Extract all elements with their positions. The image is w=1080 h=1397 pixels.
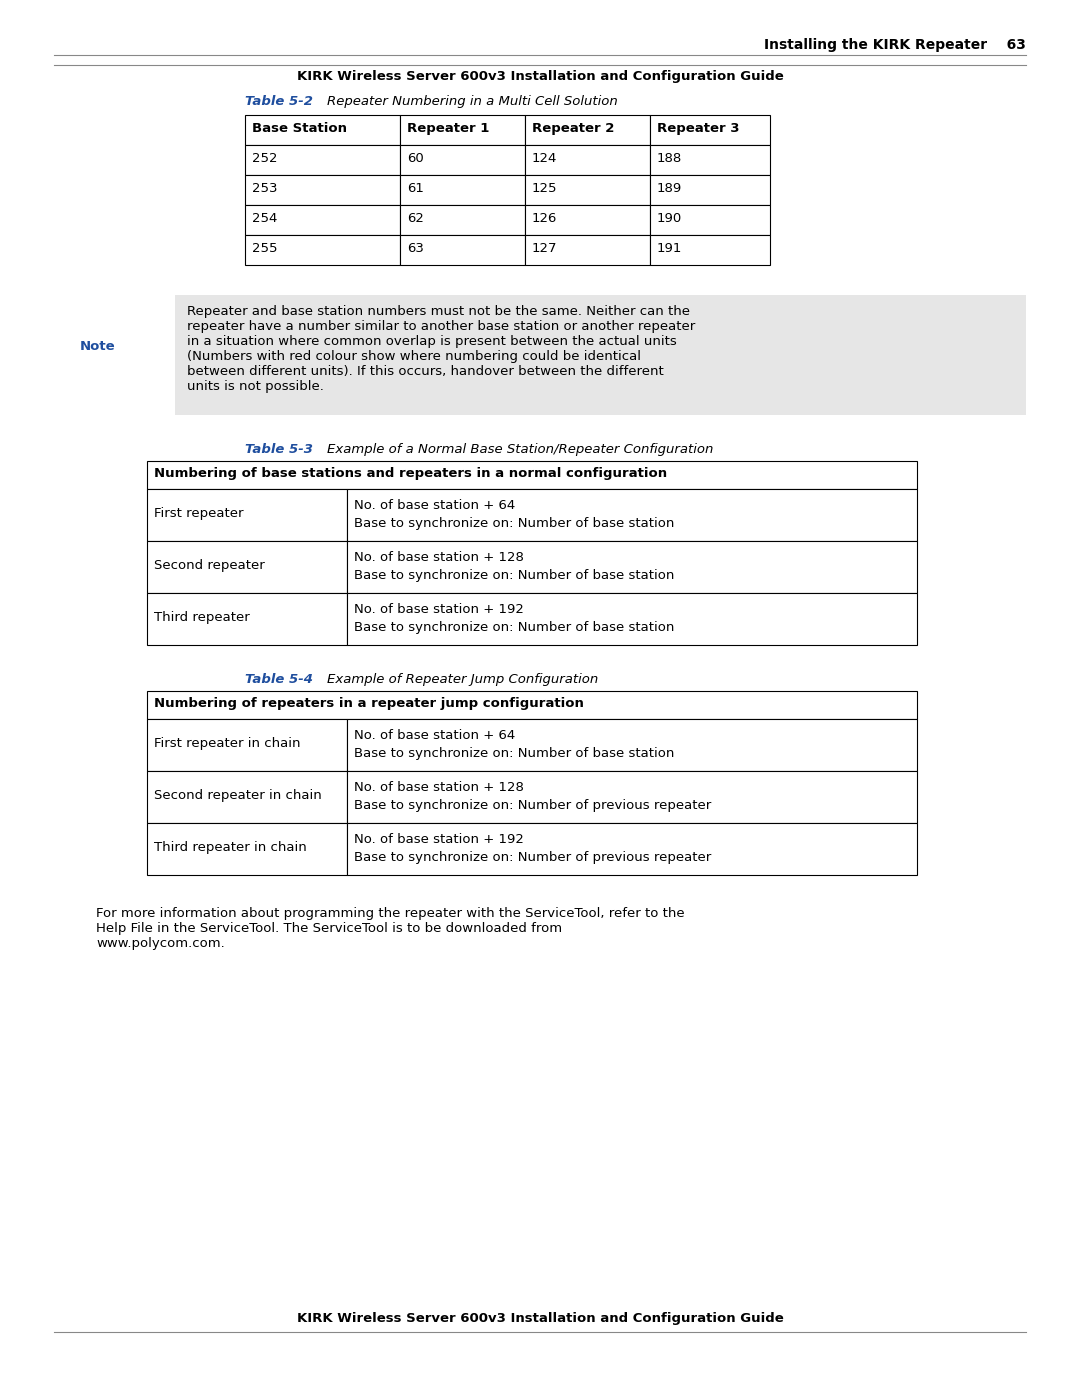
Text: Repeater 3: Repeater 3 [657,122,740,136]
Text: Repeater 1: Repeater 1 [407,122,489,136]
Text: 188: 188 [657,152,683,165]
Text: KIRK Wireless Server 600v3 Installation and Configuration Guide: KIRK Wireless Server 600v3 Installation … [297,1312,783,1324]
Bar [347,823,917,875]
Bar [650,115,770,145]
Text: Base to synchronize on: Number of base station: Base to synchronize on: Number of base s… [354,747,674,760]
Text: Numbering of base stations and repeaters in a normal configuration: Numbering of base stations and repeaters… [154,467,667,481]
Text: Repeater and base station numbers must not be the same. Neither can the
repeater: Repeater and base station numbers must n… [187,305,696,393]
Text: 189: 189 [657,182,683,196]
Bar [175,295,1026,415]
Text: Installing the KIRK Repeater    63: Installing the KIRK Repeater 63 [765,38,1026,52]
Bar [400,115,525,145]
Bar [147,489,347,541]
Text: 60: 60 [407,152,423,165]
Bar [347,541,917,592]
Bar [400,205,525,235]
Text: First repeater: First repeater [154,507,243,521]
Text: Repeater 2: Repeater 2 [532,122,615,136]
Text: No. of base station + 128: No. of base station + 128 [354,781,524,793]
Text: 62: 62 [407,212,423,225]
Bar [347,592,917,645]
Bar [525,145,650,175]
Bar [147,823,347,875]
Text: Third repeater: Third repeater [154,612,249,624]
Text: Base to synchronize on: Number of base station: Base to synchronize on: Number of base s… [354,517,674,529]
Text: No. of base station + 128: No. of base station + 128 [354,550,524,564]
Text: KIRK Wireless Server 600v3 Installation and Configuration Guide: KIRK Wireless Server 600v3 Installation … [297,70,783,82]
Text: Base Station: Base Station [252,122,347,136]
Bar [400,235,525,265]
Text: No. of base station + 192: No. of base station + 192 [354,833,524,847]
Text: Table 5-2: Table 5-2 [245,95,313,108]
Bar [650,175,770,205]
Text: Note: Note [80,339,116,353]
Bar [525,175,650,205]
Text: Table 5-3: Table 5-3 [245,443,313,455]
Text: For more information about programming the repeater with the ServiceTool, refer : For more information about programming t… [96,907,685,950]
Text: 191: 191 [657,242,683,256]
Bar [400,145,525,175]
Text: 252: 252 [252,152,278,165]
Bar [650,205,770,235]
Text: Second repeater in chain: Second repeater in chain [154,789,322,802]
Bar [147,771,347,823]
Bar [525,205,650,235]
Text: Base to synchronize on: Number of base station: Base to synchronize on: Number of base s… [354,622,674,634]
Text: 61: 61 [407,182,423,196]
Bar [347,771,917,823]
Text: Second repeater: Second repeater [154,560,265,573]
Bar [245,235,400,265]
Bar [525,235,650,265]
Bar [347,719,917,771]
Bar [347,489,917,541]
Text: 190: 190 [657,212,683,225]
Text: Base to synchronize on: Number of previous repeater: Base to synchronize on: Number of previo… [354,799,712,812]
Text: No. of base station + 64: No. of base station + 64 [354,729,515,742]
Text: Table 5-4: Table 5-4 [245,673,313,686]
Text: Numbering of repeaters in a repeater jump configuration: Numbering of repeaters in a repeater jum… [154,697,584,710]
Text: 127: 127 [532,242,557,256]
Text: Base to synchronize on: Number of base station: Base to synchronize on: Number of base s… [354,569,674,583]
Bar [245,205,400,235]
Text: Third repeater in chain: Third repeater in chain [154,841,307,855]
Bar [245,145,400,175]
Bar [147,719,347,771]
Bar [245,115,400,145]
Text: First repeater in chain: First repeater in chain [154,738,300,750]
Bar [400,175,525,205]
Text: 255: 255 [252,242,278,256]
Bar [650,145,770,175]
Bar [650,235,770,265]
Bar [147,592,347,645]
Bar [525,115,650,145]
Text: 124: 124 [532,152,557,165]
Text: 63: 63 [407,242,423,256]
Text: Repeater Numbering in a Multi Cell Solution: Repeater Numbering in a Multi Cell Solut… [310,95,618,108]
Text: 126: 126 [532,212,557,225]
Text: No. of base station + 192: No. of base station + 192 [354,604,524,616]
Text: 254: 254 [252,212,278,225]
Bar [147,461,917,489]
Text: 253: 253 [252,182,278,196]
Bar [147,541,347,592]
Text: 125: 125 [532,182,557,196]
Bar [147,692,917,719]
Bar [245,175,400,205]
Text: Example of Repeater Jump Configuration: Example of Repeater Jump Configuration [310,673,598,686]
Text: Base to synchronize on: Number of previous repeater: Base to synchronize on: Number of previo… [354,851,712,863]
Text: No. of base station + 64: No. of base station + 64 [354,499,515,511]
Text: Example of a Normal Base Station/Repeater Configuration: Example of a Normal Base Station/Repeate… [310,443,714,455]
